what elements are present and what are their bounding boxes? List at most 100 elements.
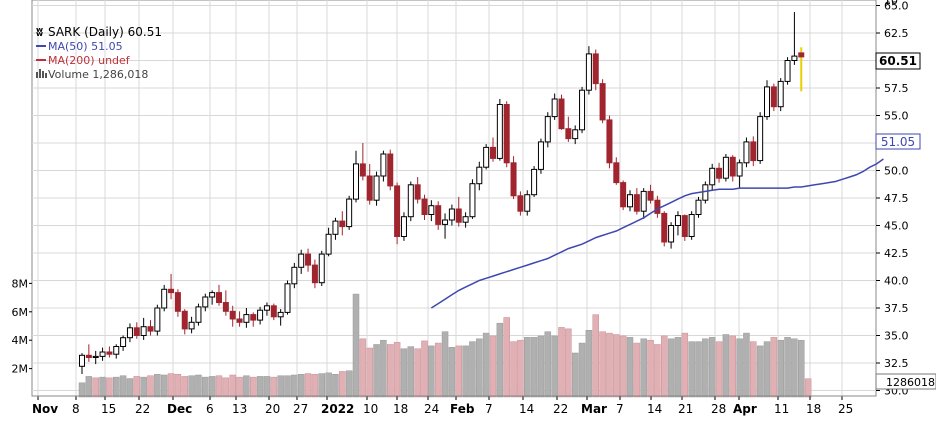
candle-body — [757, 116, 764, 162]
candle-body — [79, 354, 85, 367]
candle-body — [387, 153, 394, 187]
ma50-line — [430, 158, 884, 309]
candle-body — [318, 253, 325, 284]
price-tick-label: 45.0 — [884, 220, 909, 233]
volume-bar — [578, 342, 586, 398]
volume-bar — [140, 376, 147, 398]
candle-body — [633, 194, 640, 212]
volume-bar — [777, 339, 784, 398]
volume-bar — [400, 348, 408, 398]
candle-body — [188, 321, 195, 330]
volume-bar — [373, 344, 380, 398]
candle-body — [133, 327, 140, 336]
volume-bar — [784, 337, 791, 398]
candle-body — [120, 337, 127, 348]
volume-tick-label: 6M — [12, 306, 29, 319]
volume-bar — [654, 344, 661, 398]
candle-body — [661, 212, 668, 243]
legend-ma50: MA(50) 51.05 — [48, 40, 123, 53]
volume-bar — [476, 338, 483, 398]
volume-bar — [804, 378, 812, 398]
candle-body — [620, 182, 627, 208]
volume-bar — [243, 375, 250, 398]
volume-bar — [482, 332, 490, 398]
volume-bar — [325, 372, 332, 398]
volume-bar — [743, 332, 750, 398]
volume-tick-label: 2M — [12, 363, 29, 376]
price-badge: 60.51 — [875, 52, 921, 70]
candle-body — [353, 163, 359, 200]
volume-bar — [345, 370, 353, 398]
candle-body — [510, 162, 517, 197]
candle-body — [558, 98, 565, 130]
volume-bar — [626, 337, 634, 398]
date-label: 21 — [678, 402, 693, 416]
volume-bar — [551, 335, 558, 398]
date-label: 14 — [519, 402, 534, 416]
ma50-badge: 51.05 — [875, 133, 921, 150]
date-label: 27 — [293, 402, 308, 416]
volume-bar — [763, 341, 771, 398]
volume-bar — [750, 341, 757, 398]
volume-bar — [462, 345, 469, 398]
candle-body — [154, 307, 161, 332]
candle-body — [476, 166, 483, 185]
price-tick-label-clipped: 10 — [884, 0, 898, 7]
candle-body — [209, 292, 216, 298]
volume-bar — [599, 331, 606, 398]
volume-bar — [681, 332, 689, 398]
volume-bar — [270, 376, 278, 398]
volume-bar — [496, 322, 504, 398]
candle-body — [85, 354, 92, 358]
volume-bars-icon — [36, 69, 47, 78]
candle-body — [113, 346, 120, 355]
price-tick-label: 47.5 — [884, 192, 909, 205]
candle-body — [305, 253, 312, 266]
candle-body — [503, 104, 510, 164]
candle-body — [359, 163, 366, 177]
candle-body — [709, 167, 716, 186]
candle-body — [92, 355, 99, 358]
volume-bar — [510, 341, 517, 398]
date-label: 7 — [616, 402, 624, 416]
volume-bar — [791, 338, 798, 398]
candle-body — [284, 283, 291, 313]
date-label: Apr — [733, 402, 757, 416]
date-label: 24 — [424, 402, 439, 416]
candle-body — [346, 198, 353, 228]
candle-body — [524, 194, 531, 212]
candle-body — [263, 305, 270, 311]
candle-body — [462, 216, 469, 223]
chart-legend: ʬ SARK (Daily) 60.51 MA(50) 51.05 MA(200… — [36, 25, 162, 81]
candle-body — [736, 162, 743, 177]
candle-body — [407, 184, 414, 218]
volume-bar — [154, 374, 161, 398]
legend-volume-row: Volume 1,286,018 — [36, 68, 148, 81]
candle-body — [777, 80, 784, 108]
volume-bar — [174, 374, 182, 398]
volume-bar — [277, 375, 284, 398]
price-tick-label: 37.5 — [884, 302, 909, 315]
candle-body — [311, 264, 318, 284]
candle-body — [565, 128, 572, 140]
date-label: 22 — [135, 402, 150, 416]
volume-bar — [441, 331, 449, 398]
date-label: 2022 — [321, 402, 354, 416]
candle-body — [544, 116, 551, 143]
volume-bar — [126, 378, 134, 398]
candle-body — [394, 185, 401, 237]
ma50-badge-label: 51.05 — [881, 135, 915, 149]
volume-bar — [667, 338, 675, 398]
candle-body — [627, 194, 633, 208]
candle-icon: ʬ — [36, 25, 43, 39]
candle-body — [572, 129, 579, 140]
candle-body — [147, 326, 154, 332]
volume-bar — [304, 373, 312, 398]
candle-body — [496, 104, 503, 159]
candle-body — [195, 306, 202, 323]
candle-body — [421, 198, 428, 216]
volume-bar — [647, 339, 654, 398]
candle-body — [455, 208, 462, 223]
candle-body — [366, 175, 373, 201]
